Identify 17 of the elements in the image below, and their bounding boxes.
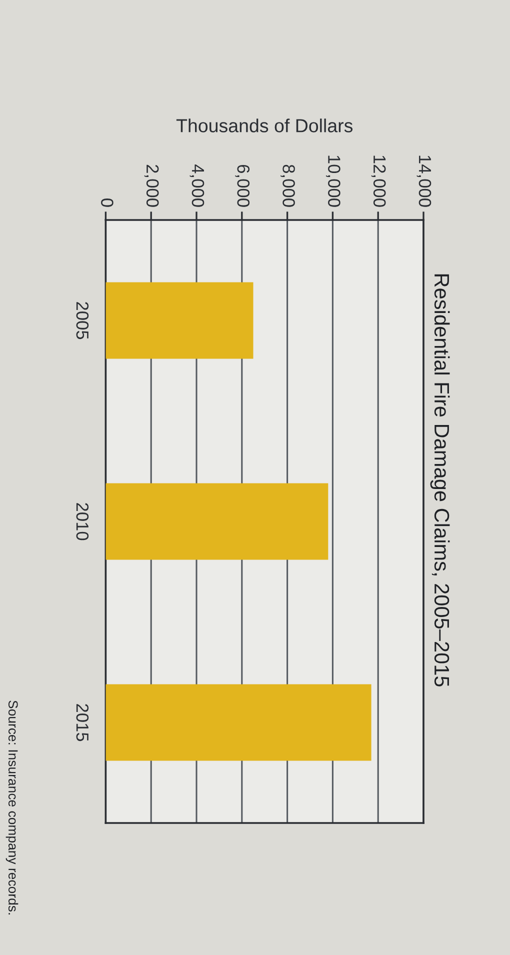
text: Residential Fire Damage Claims, 2005–2015	[430, 274, 450, 686]
x-tick-label: 14,000	[416, 156, 432, 207]
bar	[106, 684, 372, 761]
x-axis-title: Thousands of Dollars	[176, 118, 353, 132]
y-tick-label: 2005	[76, 302, 89, 340]
source-note: Source: Insurance company records.	[6, 700, 18, 914]
bar	[106, 282, 254, 359]
x-tick-label: 10,000	[326, 156, 340, 207]
x-tick-label: 0	[101, 198, 114, 207]
x-tick-label: 4,000	[190, 164, 204, 207]
x-tick-label: 8,000	[280, 164, 295, 207]
bar	[106, 483, 328, 560]
y-tick-label: 2010	[76, 503, 89, 540]
x-tick-label: 2,000	[144, 164, 159, 207]
y-tick-label: 2015	[76, 704, 89, 742]
x-tick-label: 6,000	[235, 164, 250, 207]
x-tick-label: 12,000	[371, 156, 386, 207]
